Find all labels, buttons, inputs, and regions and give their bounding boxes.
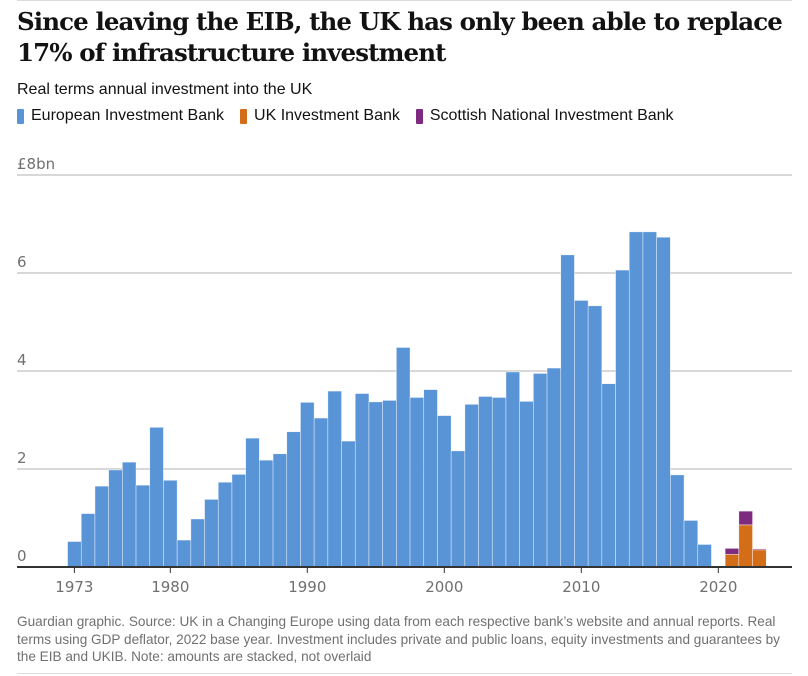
bar-eib-2010 <box>574 300 589 568</box>
x-axis: 1973 1980 1990 2000 2010 2020 <box>17 566 792 596</box>
top-rule <box>17 0 792 1</box>
legend-label-ukib: UK Investment Bank <box>254 107 400 124</box>
bar-eib-1985 <box>231 474 246 568</box>
bar-ukib-2021 <box>724 553 740 568</box>
bars <box>67 231 767 568</box>
x-tick-label: 2020 <box>699 578 737 596</box>
bar-eib-1979 <box>149 427 164 568</box>
bar-snib-2023 <box>752 548 767 551</box>
bar-eib-2011 <box>587 305 603 568</box>
bar-eib-1991 <box>313 417 329 568</box>
bar-eib-2002 <box>464 404 479 568</box>
bar-eib-2016 <box>656 236 671 568</box>
legend-label-snib: Scottish National Investment Bank <box>429 107 674 124</box>
bar-eib-2013 <box>615 269 630 568</box>
legend-swatch-ukib <box>240 108 248 124</box>
bar-eib-1993 <box>341 440 356 568</box>
bar-eib-1982 <box>190 518 205 568</box>
y-tick-label: £8bn <box>17 155 55 173</box>
bar-eib-1998 <box>409 397 425 568</box>
legend-item-snib: Scottish National Investment Bank <box>415 106 674 126</box>
x-tick-label: 1990 <box>288 578 326 596</box>
chart-subtitle: Real terms annual investment into the UK <box>17 81 313 98</box>
bar-eib-1986 <box>245 437 260 568</box>
bar-eib-1994 <box>354 393 370 568</box>
bar-eib-1980 <box>163 479 178 568</box>
bar-eib-2017 <box>670 474 685 568</box>
bar-eib-1983 <box>204 499 219 568</box>
bar-eib-2004 <box>491 397 507 568</box>
bar-eib-1981 <box>176 539 192 568</box>
x-tick-label: 1980 <box>151 578 189 596</box>
bar-eib-2009 <box>560 254 575 568</box>
bar-eib-2006 <box>519 401 534 568</box>
bar-eib-1988 <box>272 453 288 568</box>
bar-eib-2012 <box>601 383 616 568</box>
bottom-rule <box>17 673 792 674</box>
bar-eib-1999 <box>423 389 438 568</box>
bar-eib-1992 <box>327 390 342 568</box>
bar-eib-2005 <box>505 371 520 568</box>
bar-eib-1990 <box>300 402 315 568</box>
legend-item-ukib: UK Investment Bank <box>240 106 400 126</box>
x-tick-label: 2000 <box>425 578 463 596</box>
bar-eib-2000 <box>437 415 452 568</box>
x-tick-label: 2010 <box>562 578 600 596</box>
bar-ukib-2022 <box>738 524 753 568</box>
y-tick-label: 2 <box>17 449 27 467</box>
legend-swatch-eib <box>17 108 24 124</box>
bar-eib-2008 <box>546 367 562 568</box>
bar-snib-2022 <box>738 510 753 526</box>
bar-eib-2018 <box>683 520 699 568</box>
bar-eib-2014 <box>628 231 644 568</box>
y-tick-label: 0 <box>17 547 27 565</box>
legend: European Investment Bank UK Investment B… <box>17 106 690 126</box>
bar-eib-1976 <box>108 469 123 568</box>
bar-eib-1989 <box>286 431 301 568</box>
bar-eib-1973 <box>67 541 82 568</box>
bar-eib-2001 <box>450 450 466 568</box>
bar-eib-1997 <box>396 347 411 568</box>
y-tick-label: 4 <box>17 351 27 369</box>
chart-title: Since leaving the EIB, the UK has only b… <box>17 7 783 67</box>
bar-eib-1996 <box>382 400 397 568</box>
bar-eib-1995 <box>368 401 383 568</box>
bar-eib-1978 <box>135 484 151 568</box>
bar-chart: 0 2 4 6 £8bn 1973 1980 1990 2000 2010 2020 <box>17 155 792 596</box>
bar-eib-2003 <box>478 396 493 568</box>
bar-snib-2021 <box>724 548 740 555</box>
bar-eib-2007 <box>533 373 548 568</box>
x-tick-label: 1973 <box>55 578 93 596</box>
bar-eib-1975 <box>94 485 109 568</box>
bar-eib-2019 <box>697 544 712 568</box>
bar-eib-1987 <box>259 459 274 568</box>
y-tick-label: 6 <box>17 253 27 271</box>
legend-item-eib: European Investment Bank <box>17 106 224 126</box>
bar-eib-2015 <box>642 231 657 568</box>
bar-eib-1974 <box>80 513 96 568</box>
legend-swatch-snib <box>415 108 423 124</box>
bar-eib-1984 <box>217 481 233 568</box>
bar-ukib-2023 <box>752 549 767 568</box>
legend-label-eib: European Investment Bank <box>31 107 225 124</box>
source-footnote: Guardian graphic. Source: UK in a Changi… <box>17 614 780 665</box>
bar-eib-1977 <box>122 461 137 568</box>
